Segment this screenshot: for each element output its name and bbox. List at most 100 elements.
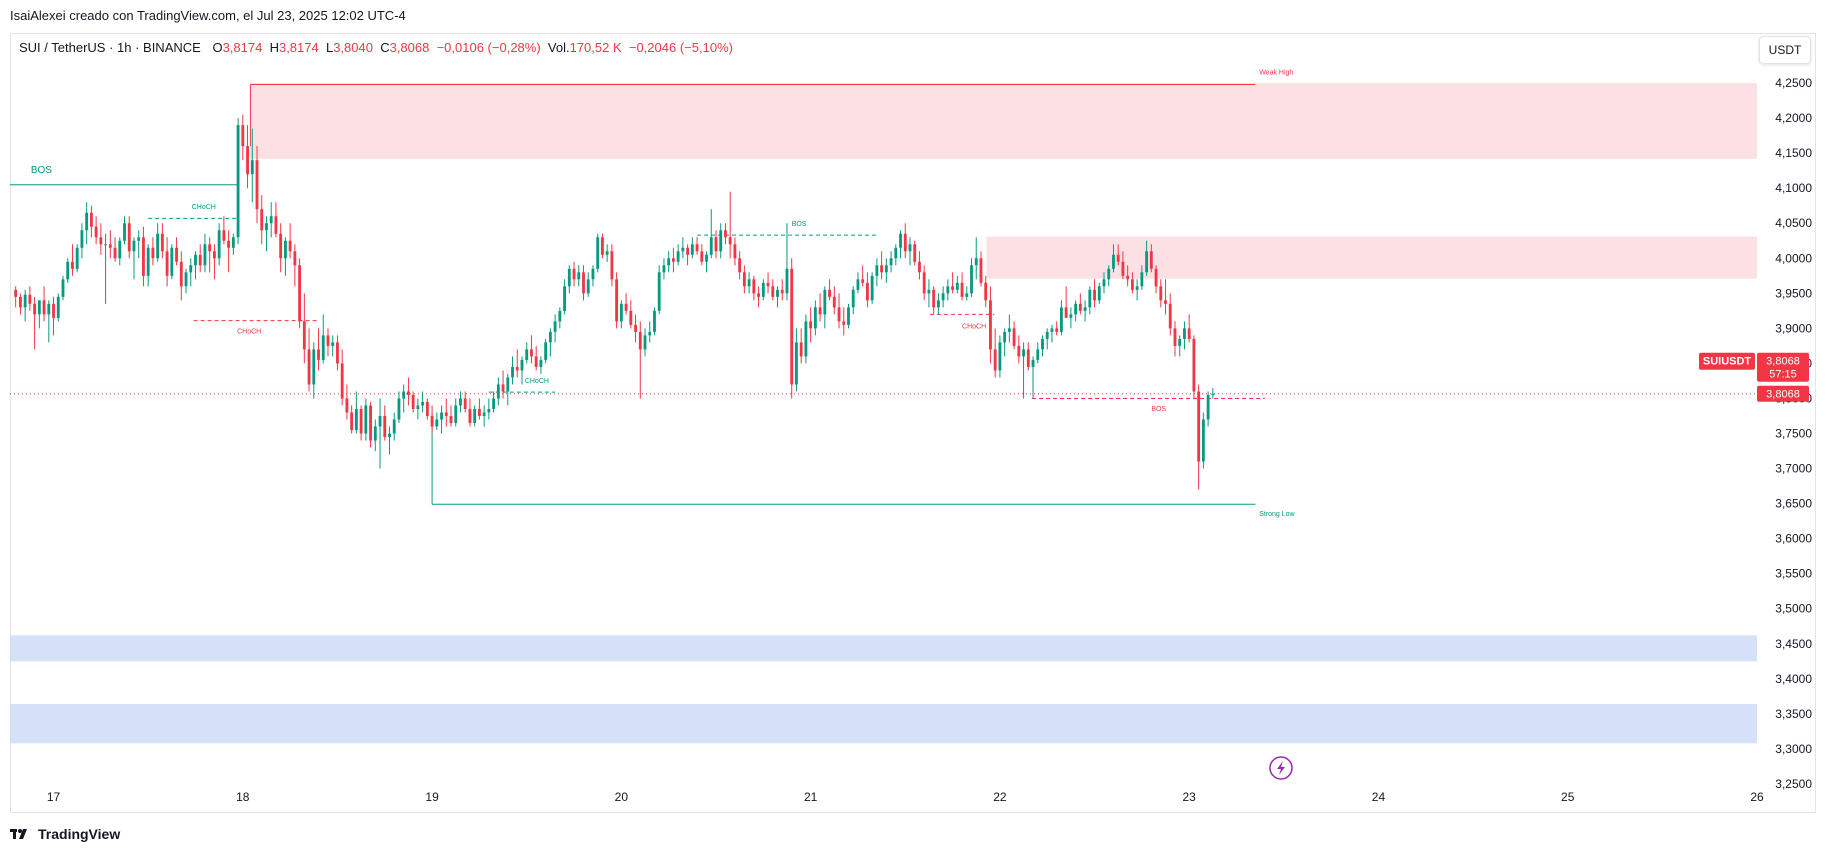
candle-body <box>1145 251 1149 273</box>
candle-body <box>104 244 108 246</box>
candle-body <box>336 342 339 364</box>
annotation-choch: CHoCH <box>962 323 986 330</box>
candle-body <box>553 321 557 332</box>
y-tick-label: 3,9000 <box>1775 321 1812 335</box>
candle-body <box>236 125 240 238</box>
candle-body <box>643 335 647 350</box>
candle-body <box>288 240 292 252</box>
candle-body <box>974 258 978 266</box>
candle-body <box>757 293 760 297</box>
ohlc-legend: SUI / TetherUS · 1h · BINANCE O3,8174 H3… <box>19 40 733 55</box>
candle-body <box>94 226 98 238</box>
candle-body <box>738 258 742 273</box>
candle-body <box>601 237 604 255</box>
candle-body <box>75 247 79 269</box>
chart-frame <box>10 33 1816 813</box>
candle-body <box>1140 272 1144 287</box>
candle-body <box>80 230 84 248</box>
candle-body <box>1159 286 1163 301</box>
candle-body <box>861 279 865 283</box>
candle-body <box>468 408 472 423</box>
candle-body <box>274 216 278 234</box>
candle-body <box>544 342 548 360</box>
legend-high-label: H <box>269 40 279 55</box>
candle-body <box>156 233 160 259</box>
candle-body <box>52 303 55 318</box>
candle-body <box>1059 307 1063 332</box>
candle-body <box>146 247 150 276</box>
candle-body <box>520 359 524 371</box>
candle-body <box>1036 349 1040 360</box>
candle-body <box>496 384 500 399</box>
candle-body <box>728 237 732 245</box>
legend-close-label: C <box>380 40 390 55</box>
candle-body <box>653 310 656 332</box>
y-tick-label: 3,6500 <box>1775 497 1812 511</box>
candle-body <box>530 349 533 357</box>
legend-low: 3,8040 <box>333 40 373 55</box>
supply-zone <box>250 83 1757 159</box>
candle-body <box>823 289 827 315</box>
tradingview-brand[interactable]: TradingView <box>10 826 120 842</box>
candle-body <box>430 415 434 427</box>
candle-body <box>1093 289 1096 301</box>
currency-button[interactable]: USDT <box>1759 36 1811 64</box>
candle-body <box>913 244 917 262</box>
legend-volume: 170,52 K <box>569 40 622 55</box>
candle-body <box>1126 275 1130 280</box>
candle-body <box>113 247 117 259</box>
candle-body <box>771 286 775 297</box>
candle-body <box>634 324 637 332</box>
candle-body <box>686 247 690 255</box>
candle-body <box>1187 328 1191 339</box>
candle-body <box>586 279 590 294</box>
candle-body <box>449 415 453 423</box>
candle-body <box>283 240 287 259</box>
candle-body <box>1201 419 1205 462</box>
candle-body <box>302 321 306 350</box>
candle-body <box>1197 391 1201 462</box>
last-price-tag <box>1757 385 1809 402</box>
candle-body <box>1206 394 1210 420</box>
legend-open-label: O <box>212 40 223 55</box>
candle-body <box>714 237 718 252</box>
candle-body <box>331 342 335 346</box>
candle-body <box>927 289 931 294</box>
candle-body <box>809 321 813 329</box>
candle-body <box>932 289 936 308</box>
candle-body <box>416 405 420 409</box>
candle-body <box>785 268 789 294</box>
candle-body <box>23 294 27 308</box>
demand-zone <box>10 635 1757 662</box>
y-tick-label: 3,6000 <box>1775 532 1812 546</box>
candle-body <box>903 233 907 252</box>
y-tick-label: 3,4500 <box>1775 637 1812 651</box>
candle-body <box>724 230 727 238</box>
candle-body <box>137 237 141 241</box>
candle-body <box>250 160 254 175</box>
candle-body <box>572 268 576 280</box>
candle-body <box>454 405 458 423</box>
candle-body <box>1211 393 1215 395</box>
candle-body <box>880 265 884 273</box>
candle-body <box>298 265 302 322</box>
x-tick-label: 25 <box>1561 790 1575 804</box>
legend-symbol[interactable]: SUI / TetherUS · 1h · BINANCE <box>19 40 201 55</box>
candle-body <box>657 272 661 311</box>
candle-body <box>440 412 443 420</box>
candle-body <box>511 366 514 378</box>
candle-body <box>1026 349 1030 367</box>
candle-body <box>936 300 940 308</box>
candle-body <box>487 408 491 413</box>
candle-body <box>293 251 297 266</box>
candle-body <box>407 391 410 395</box>
candle-body <box>208 244 212 252</box>
candle-body <box>615 279 619 322</box>
countdown-label: 57:15 <box>1769 369 1797 381</box>
candle-body <box>227 240 231 248</box>
brand-label: TradingView <box>38 826 121 842</box>
annotation-choch: CHoCH <box>525 378 549 385</box>
y-tick-label: 3,2500 <box>1775 777 1812 791</box>
x-tick-label: 20 <box>615 790 629 804</box>
